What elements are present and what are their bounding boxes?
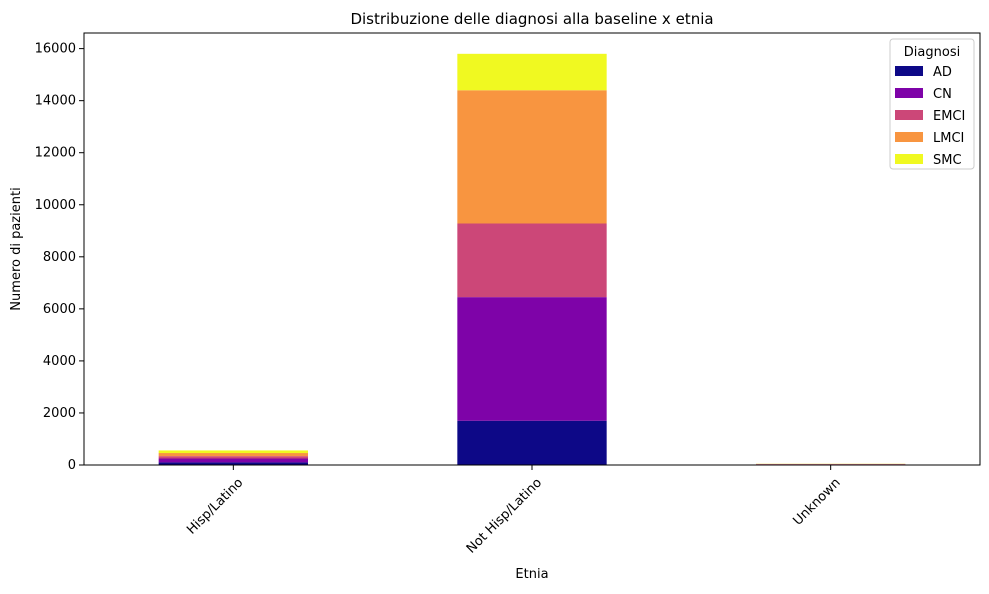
y-tick-label: 8000 [43,250,76,265]
y-tick-label: 0 [68,458,76,473]
y-tick-label: 10000 [35,198,76,213]
legend-swatch-lmci [895,132,923,142]
legend-swatch-smc [895,154,923,164]
bar-lmci-hisp-latino [159,453,308,456]
x-axis-label: Etnia [515,567,548,582]
legend-label-ad: AD [933,65,952,80]
y-tick-label: 16000 [35,42,76,57]
bar-cn-not-hisp-latino [457,297,606,421]
bar-emci-hisp-latino [159,456,308,458]
legend-swatch-ad [895,66,923,76]
x-axis: Hisp/Latino Not Hisp/Latino Unknown [184,465,843,557]
y-tick-label: 14000 [35,94,76,109]
x-tick-label: Unknown [790,475,843,528]
bar-cn-hisp-latino [159,458,308,462]
bar-ad-not-hisp-latino [457,421,606,465]
y-axis: 0 2000 4000 6000 8000 10000 12000 14000 16000 [35,42,84,473]
bar-smc-not-hisp-latino [457,54,606,90]
x-tick-label: Hisp/Latino [184,475,246,537]
bar-smc-hisp-latino [159,450,308,453]
legend-label-smc: SMC [933,153,962,168]
legend-label-emci: EMCI [933,109,965,124]
legend-label-cn: CN [933,87,952,102]
y-axis-label: Numero di pazienti [9,187,24,310]
y-tick-label: 12000 [35,146,76,161]
bar-lmci-not-hisp-latino [457,90,606,223]
bars-layer [159,54,906,465]
legend-swatch-emci [895,110,923,120]
legend: Diagnosi AD CN EMCI LMCI SMC [890,39,974,169]
legend-swatch-cn [895,88,923,98]
chart-title: Distribuzione delle diagnosi alla baseli… [350,10,713,28]
legend-label-lmci: LMCI [933,131,964,146]
bar-emci-not-hisp-latino [457,223,606,297]
y-tick-label: 4000 [43,354,76,369]
y-tick-label: 6000 [43,302,76,317]
legend-title: Diagnosi [904,45,960,60]
x-tick-label: Not Hisp/Latino [464,475,545,556]
y-tick-label: 2000 [43,406,76,421]
